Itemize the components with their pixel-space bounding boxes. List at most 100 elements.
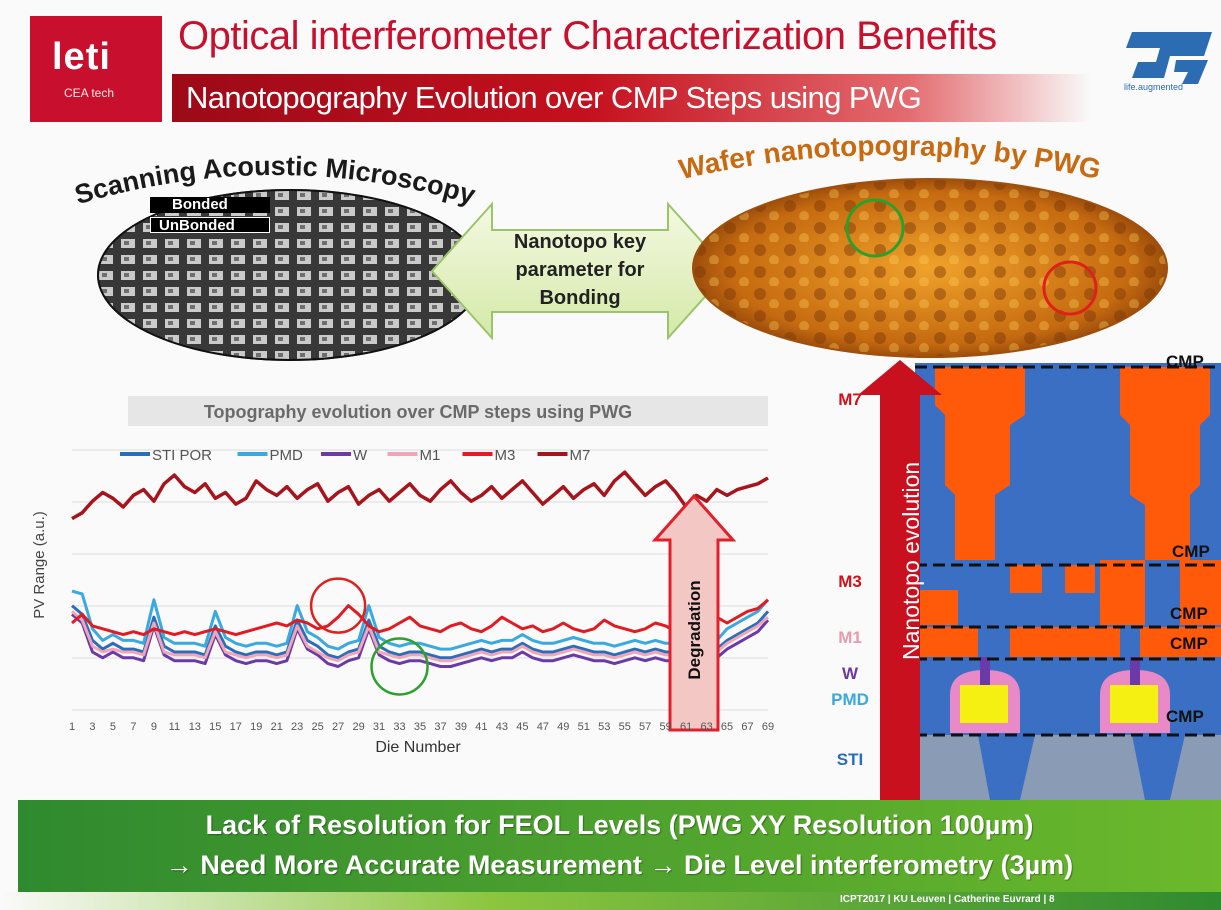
x-tick-label: 23 [291,721,303,733]
stack-cmp-lines [915,365,1221,737]
x-tick-label: 43 [496,721,508,733]
series-line-m1 [71,610,769,663]
x-tick-label: 35 [414,721,426,733]
legend-unbonded-box: UnBonded [150,217,270,234]
cmp-label-1: CMP [1166,352,1204,371]
st-tagline: life.augmented [1124,82,1184,92]
stack-level-labels: M7 M3 M1 W PMD STI [822,372,882,792]
series-line-m7 [71,470,769,521]
x-tick-label: 21 [271,721,283,733]
arrow-line-1: Nanotopo key [513,231,647,253]
stack-level-label-m3: M3 [838,572,862,591]
stack-transistor-right [1100,657,1170,733]
cmp-label-2: CMP [1172,542,1210,561]
stack-m3-a [918,590,958,625]
stack-m7-left [935,367,1025,560]
x-tick-label: 59 [660,721,672,733]
nanotopo-evolution-arrow-icon [858,360,942,800]
highlight-circle-green [370,637,429,696]
banner-line-2: → Need More Accurate Measurement → Die L… [165,850,1074,880]
stack-m3-b [1010,565,1042,593]
legend-bonded: Bonded [172,196,228,213]
degradation-label: Degradation [685,580,704,679]
legend-label-5: M7 [570,447,591,464]
series-line-pmd [71,589,770,651]
legend-label-1: PMD [270,447,304,464]
cmp-label-3: CMP [1170,604,1208,623]
chart-title-band [128,396,768,426]
y-axis-label: PV Range (a.u.) [31,511,48,619]
stack-m1-c [1140,627,1221,657]
banner-line-1: Lack of Resolution for FEOL Levels (PWG … [205,810,1034,840]
series-line-sti-por [71,604,770,660]
x-axis-label: Die Number [375,739,461,756]
arrow-text: Nanotopo key parameter for Bonding [480,228,680,312]
x-tick-label: 5 [110,721,116,733]
x-tick-label: 1 [69,721,75,733]
stack-m3-e [1180,560,1221,625]
stack-m3-c [1065,565,1095,593]
st-logo-icon [1126,32,1212,84]
x-tick-label: 7 [130,721,136,733]
conclusion-banner: Lack of Resolution for FEOL Levels (PWG … [18,800,1221,892]
x-tick-label: 39 [455,721,467,733]
leti-logo-word: leti [52,36,111,78]
chart-title: Topography evolution over CMP steps usin… [204,402,632,422]
footer-text: ICPT2017 | KU Leuven | Catherine Euvrard… [840,894,1055,905]
slide-title: Optical interferometer Characterization … [178,14,997,58]
nanotopo-evolution-label: Nanotopo evolution [898,461,924,660]
pwg-wafer-image [692,178,1168,358]
cmp-label-4: CMP [1170,634,1208,653]
stack-level-label-m7: M7 [838,390,862,409]
x-tick-label: 17 [230,721,242,733]
stack-m3-d [1100,560,1145,625]
stack-m1-a [918,627,978,657]
x-tick-label: 61 [680,721,692,733]
cmp-label-5: CMP [1166,707,1204,726]
x-tick-label: 57 [639,721,651,733]
x-tick-label: 9 [151,721,157,733]
series-line-w [71,613,770,668]
footer-bar [0,892,1221,910]
x-tick-label: 13 [189,721,201,733]
pwg-title-text: Wafer nanotopography by PWG [676,130,1104,185]
stack-m7-right [1120,367,1210,560]
topography-chart: Topography evolution over CMP steps usin… [31,396,774,756]
stack-level-label-pmd: PMD [831,690,869,709]
x-tick-label: 3 [89,721,95,733]
x-tick-label: 25 [312,721,324,733]
degradation-arrow-icon [651,493,737,732]
stack-transistor-left [950,657,1020,733]
legend-label-3: M1 [420,447,441,464]
x-tick-label: 11 [169,721,180,733]
legend-label-0: STI POR [152,447,212,464]
x-tick-label: 47 [537,721,549,733]
x-tick-label: 33 [393,721,405,733]
x-tick-label: 51 [578,721,590,733]
x-tick-label: 15 [209,721,221,733]
x-tick-label: 49 [557,721,569,733]
x-tick-label: 45 [516,721,528,733]
stack-level-label-m1: M1 [838,628,862,647]
cmp-stack-diagram [858,360,1221,800]
x-tick-label: 41 [475,721,487,733]
stack-substrate [915,735,1221,800]
x-tick-label: 53 [598,721,610,733]
arrow-line-2: parameter for [515,259,645,281]
stack-m1-b [1010,627,1120,657]
x-tick-label: 65 [721,721,733,733]
leti-logo-sub: CEA tech [64,86,115,100]
stack-level-label-w: W [841,664,859,683]
stack-level-label-sti: STI [836,750,864,769]
x-tick-label: 67 [741,721,753,733]
sam-wafer-image [97,189,483,361]
arrow-line-3: Bonding [539,287,621,309]
series-line-m3 [71,598,769,637]
legend-bonded-box: Bonded [150,196,270,213]
x-tick-label: 19 [250,721,262,733]
legend-label-2: W [353,447,368,464]
x-tick-label: 37 [434,721,446,733]
legend-label-4: M3 [495,447,516,464]
x-tick-label: 31 [373,721,385,733]
